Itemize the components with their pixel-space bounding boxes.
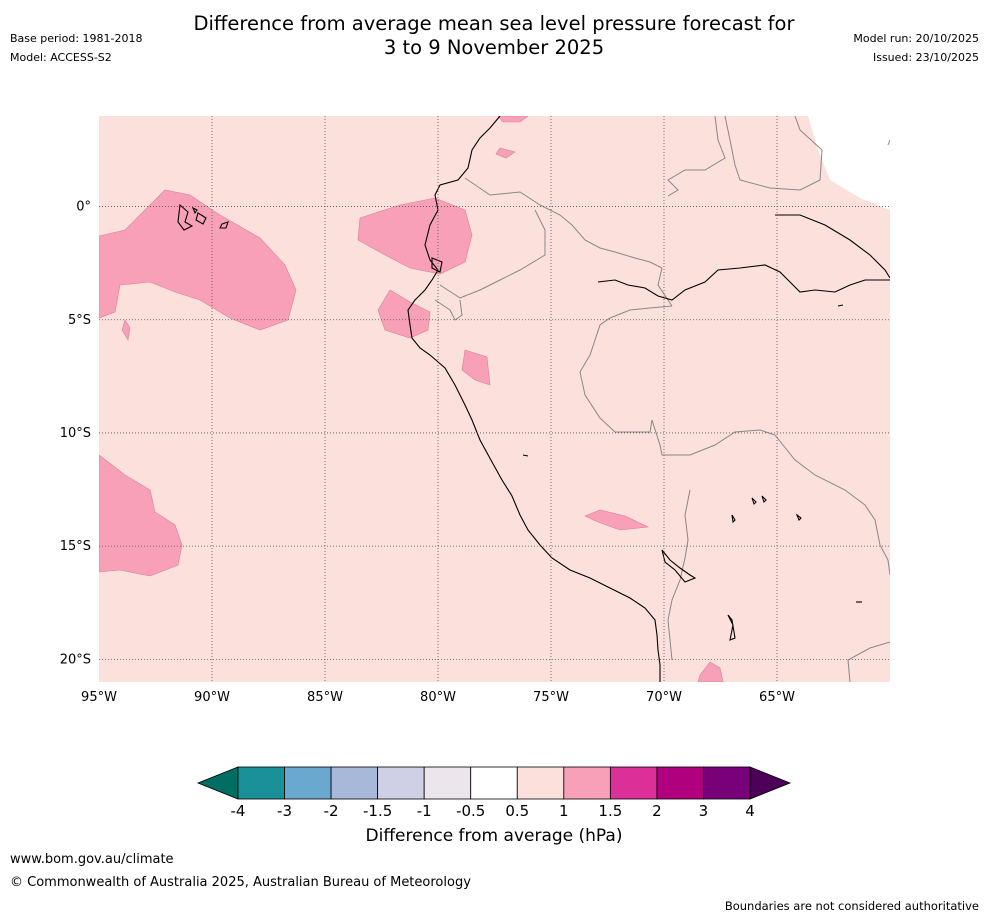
graticule [99, 116, 890, 682]
colorbar-tick-label: -1.5 [363, 802, 392, 820]
latitude-label: 10°S [60, 426, 91, 441]
copyright-notice: © Commonwealth of Australia 2025, Austra… [10, 875, 471, 890]
colorbar-tick-label: -0.5 [456, 802, 485, 820]
colorbar-swatch [284, 766, 332, 800]
amazon-river [597, 264, 890, 301]
longitude-label: 65°W [759, 690, 795, 705]
colorbar-tick-label: 3 [699, 802, 709, 820]
colorbar-swatch [470, 766, 518, 800]
colorbar-label: Difference from average (hPa) [365, 826, 623, 846]
model-run: Model run: 20/10/2025 [853, 32, 979, 45]
south-america-west-coastline [407, 116, 661, 682]
galapagos-island [195, 212, 207, 225]
map-background-anomaly [99, 116, 890, 682]
source-url: www.bom.gov.au/climate [10, 852, 174, 867]
latitude-label: 0° [76, 200, 91, 215]
anomaly-patch [697, 661, 724, 682]
colorbar-swatch [516, 766, 565, 800]
latitude-label: 5°S [68, 313, 91, 328]
ecuador-peru-boundary-south [434, 299, 463, 321]
latitude-labels: 0° 5°S 10°S 15°S 20°S [60, 200, 91, 668]
anomaly-patch [377, 289, 431, 339]
longitude-label: 90°W [194, 690, 230, 705]
base-period: Base period: 1981-2018 [10, 32, 143, 45]
title-line-1: Difference from average mean sea level p… [193, 12, 795, 35]
chart-title: Difference from average mean sea level p… [0, 12, 988, 60]
anomaly-patch [121, 319, 131, 341]
colorbar-tick-label: 1 [559, 802, 569, 820]
lake-outline [731, 514, 736, 524]
map-plot-area [99, 116, 890, 682]
colorbar-tick-label: 1.5 [598, 802, 622, 820]
paraguay-boundary [847, 641, 890, 682]
colorbar-tick-label: 2 [652, 802, 662, 820]
gulf-island [431, 257, 443, 273]
boundary-fragment [887, 139, 890, 146]
colorbar-swatch [377, 766, 425, 800]
ecuador-offshore-anomaly-patch [357, 197, 473, 275]
longitude-label: 75°W [533, 690, 569, 705]
anomaly-patches [99, 116, 724, 682]
anomaly-patch [584, 509, 650, 531]
galapagos-island [177, 203, 194, 231]
brazil-bolivia-boundary [651, 419, 890, 576]
galapagos-island [191, 206, 198, 215]
colorbar-swatch [330, 766, 379, 800]
river-fragment [837, 304, 844, 307]
latitude-label: 20°S [60, 652, 91, 667]
lake-outline [795, 513, 802, 521]
title-line-2: 3 to 9 November 2025 [383, 36, 605, 59]
peru-bolivia-boundary [667, 489, 691, 661]
anomaly-patch [497, 116, 529, 123]
country-boundaries [434, 116, 890, 682]
lake-outline [522, 454, 529, 457]
colorbar-under-arrow [196, 766, 239, 800]
lake-titicaca [661, 549, 697, 583]
ecuador-peru-boundary [439, 209, 546, 299]
model-name: Model: ACCESS-S2 [10, 51, 112, 64]
colorbar-tick-label: -3 [277, 802, 292, 820]
anomaly-patch [495, 147, 516, 159]
colorbar-tick-label: -4 [231, 802, 246, 820]
colombia-venezuela-boundary [667, 116, 726, 197]
low-anomaly-region [808, 116, 890, 210]
boundary-disclaimer: Boundaries are not considered authoritat… [724, 899, 979, 913]
venezuela-brazil-boundary [724, 116, 823, 191]
colorbar-swatch [703, 766, 751, 800]
colorbar-tick-label: -2 [324, 802, 339, 820]
colorbar-tick-label: 0.5 [505, 802, 529, 820]
colorbar-swatch [656, 766, 704, 800]
latitude-label: 15°S [60, 539, 91, 554]
colorbar-tick-label: 4 [745, 802, 755, 820]
colorbar-over-arrow [749, 766, 792, 800]
lake-outline [751, 497, 757, 506]
lake-poopo [727, 614, 736, 641]
longitude-label: 80°W [420, 690, 456, 705]
peru-colombia-brazil-boundary [579, 305, 673, 433]
colombia-boundary [464, 177, 673, 307]
longitude-labels: 95°W 90°W 85°W 80°W 75°W 70°W 65°W [81, 690, 795, 705]
negro-river [775, 214, 890, 279]
longitude-label: 95°W [81, 690, 117, 705]
longitude-label: 85°W [307, 690, 343, 705]
coastlines [177, 116, 890, 682]
southwest-anomaly-patch [99, 454, 183, 577]
colorbar-swatch [563, 766, 611, 800]
colorbar-swatch [609, 766, 658, 800]
longitude-label: 70°W [646, 690, 682, 705]
colorbar: -4 -3 -2 -1.5 -1 -0.5 0.5 1 1.5 2 3 4 [196, 766, 792, 820]
colorbar-tick-label: -1 [417, 802, 432, 820]
lake-outline [761, 495, 767, 504]
galapagos-island [219, 221, 229, 229]
anomaly-patch [461, 349, 491, 386]
issued-date: Issued: 23/10/2025 [872, 51, 979, 64]
colorbar-swatch [423, 766, 472, 800]
colorbar-swatch [237, 766, 285, 800]
